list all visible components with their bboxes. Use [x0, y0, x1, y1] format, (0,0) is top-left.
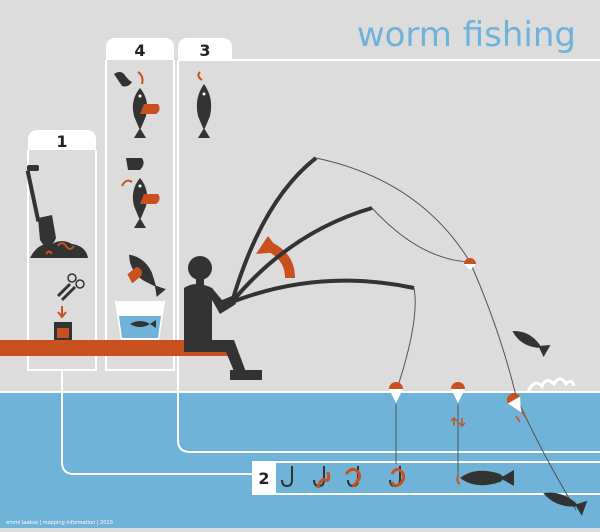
panel-1-connector	[61, 370, 252, 475]
dirt-pile-icon	[30, 241, 88, 258]
unhook-fish-step-icon	[114, 71, 160, 138]
worm-on-hook-2-icon	[344, 467, 362, 488]
panel-4-frame	[105, 60, 175, 371]
bare-hook-icon	[281, 466, 293, 488]
tab-3-bg	[178, 38, 232, 60]
rod-position-low	[231, 278, 415, 304]
cast-arrow-head-icon	[256, 236, 280, 254]
hold-fish-step-icon	[121, 158, 160, 228]
worm-icon	[45, 250, 53, 255]
step-tab-2: 2	[252, 462, 276, 494]
caught-fish-icon	[543, 492, 588, 516]
bucket-icon	[114, 301, 166, 341]
tab-1-bg	[28, 130, 96, 150]
water	[0, 392, 600, 528]
panel-2-fish-icon	[456, 470, 514, 486]
panel-2-worms	[316, 467, 406, 489]
tab-2-bg	[252, 462, 276, 494]
rod-position-mid	[230, 206, 373, 304]
page-title: worm fishing	[357, 15, 576, 55]
worm-icon	[57, 242, 75, 250]
splash-icon	[526, 377, 576, 393]
step-4-number: 4	[134, 41, 145, 60]
arrow-down-icon	[57, 306, 67, 319]
step-frames	[27, 59, 600, 495]
scissors-icon	[56, 273, 85, 302]
float-on-water-1-icon	[389, 382, 403, 403]
rod-position-high	[230, 156, 318, 303]
panel-4-illustration	[114, 71, 166, 341]
release-fish-step-icon	[127, 254, 166, 297]
shovel-icon	[25, 165, 56, 247]
dock	[0, 340, 232, 356]
float-in-air-icon	[464, 258, 476, 270]
step-3-number: 3	[199, 41, 210, 60]
line-mid	[371, 207, 471, 263]
panel-3-connector	[177, 60, 600, 453]
step-2-number: 2	[258, 469, 269, 488]
credit-text: emmi laakso | mapping information | 2010	[6, 520, 113, 526]
tab-4-bg	[106, 38, 174, 60]
step-tab-1: 1	[28, 130, 96, 151]
fishing-rods	[230, 156, 415, 304]
line-high	[315, 157, 517, 397]
step-tab-3: 3	[178, 38, 232, 60]
float-bob-arrows-icon	[515, 411, 527, 423]
hooked-fish-icon	[196, 71, 212, 138]
line-underwater	[515, 395, 577, 511]
step-1-number: 1	[56, 132, 67, 151]
fisherman-figure	[184, 256, 262, 380]
panel-2-frame	[252, 461, 600, 495]
jumping-fish-icon	[512, 330, 551, 358]
float-tilted-icon	[507, 393, 521, 413]
worm-on-hook-1-icon	[316, 471, 331, 489]
worm-on-hook-3-icon	[390, 467, 406, 488]
fishing-lines	[315, 157, 577, 511]
step-tab-4: 4	[106, 38, 174, 60]
line-low	[395, 287, 416, 393]
float-on-water-2-icon	[450, 382, 466, 428]
